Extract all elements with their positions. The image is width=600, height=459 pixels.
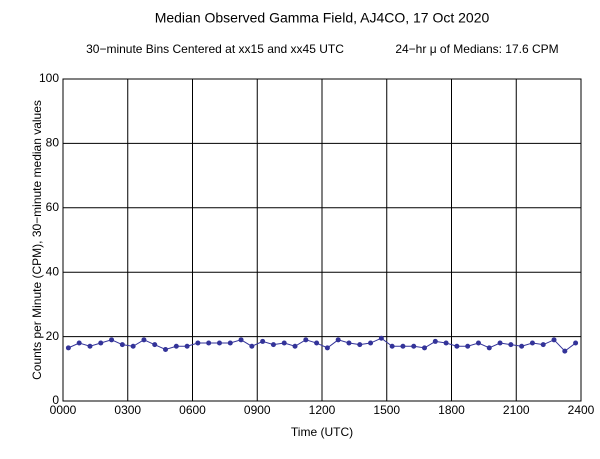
data-point	[130, 343, 136, 349]
x-tick-label: 0900	[244, 403, 271, 417]
data-point	[389, 343, 395, 349]
data-point	[508, 342, 514, 348]
data-point	[109, 337, 115, 343]
data-point	[270, 342, 276, 348]
data-point	[357, 342, 363, 348]
y-tick-label: 80	[46, 136, 60, 150]
data-point	[540, 342, 546, 348]
data-point	[335, 337, 341, 343]
y-tick-label: 40	[46, 264, 60, 278]
data-point	[378, 335, 384, 341]
data-point	[486, 345, 492, 351]
data-point	[163, 346, 169, 352]
data-point	[529, 340, 535, 346]
data-point	[573, 340, 579, 346]
data-point	[475, 340, 481, 346]
x-tick-label: 0600	[179, 403, 206, 417]
data-point	[281, 340, 287, 346]
data-point	[195, 340, 201, 346]
y-tick-label: 0	[52, 393, 59, 407]
data-point	[98, 340, 104, 346]
y-tick-label: 100	[39, 71, 59, 85]
x-tick-label: 1200	[309, 403, 336, 417]
data-point	[324, 345, 330, 351]
x-tick-label: 2100	[503, 403, 530, 417]
data-point	[238, 337, 244, 343]
x-tick-label: 2400	[568, 403, 595, 417]
data-point	[119, 342, 125, 348]
data-point	[400, 343, 406, 349]
data-point	[173, 343, 179, 349]
y-tick-label: 20	[46, 329, 60, 343]
data-point	[76, 340, 82, 346]
data-point	[465, 343, 471, 349]
data-point	[422, 345, 428, 351]
data-point	[368, 340, 374, 346]
chart-subtitle: 30−minute Bins Centered at xx15 and xx45…	[86, 42, 344, 56]
data-point	[292, 343, 298, 349]
data-point	[184, 343, 190, 349]
data-point	[87, 343, 93, 349]
data-point	[260, 338, 266, 344]
y-tick-label: 60	[46, 200, 60, 214]
data-point	[314, 340, 320, 346]
data-point	[152, 342, 158, 348]
annotation: 24−hr μ of Medians: 17.6 CPM	[395, 42, 558, 56]
x-tick-label: 1800	[438, 403, 465, 417]
data-point	[551, 337, 557, 343]
x-tick-label: 0000	[50, 403, 77, 417]
data-point	[519, 343, 525, 349]
data-point	[411, 343, 417, 349]
plot-frame	[62, 78, 582, 402]
x-axis-label: Time (UTC)	[291, 425, 353, 439]
data-point	[65, 345, 71, 351]
data-point	[562, 348, 568, 354]
data-point	[346, 340, 352, 346]
data-point	[227, 340, 233, 346]
data-point	[216, 340, 222, 346]
data-point	[249, 343, 255, 349]
data-point	[497, 340, 503, 346]
data-point	[432, 338, 438, 344]
data-point	[206, 340, 212, 346]
data-point	[303, 337, 309, 343]
chart-title: Median Observed Gamma Field, AJ4CO, 17 O…	[155, 10, 490, 26]
x-tick-label: 0300	[114, 403, 141, 417]
data-point	[141, 337, 147, 343]
y-axis-label: Counts per Minute (CPM), 30−minute media…	[30, 100, 44, 380]
data-point	[454, 343, 460, 349]
x-tick-label: 1500	[373, 403, 400, 417]
data-point	[443, 340, 449, 346]
